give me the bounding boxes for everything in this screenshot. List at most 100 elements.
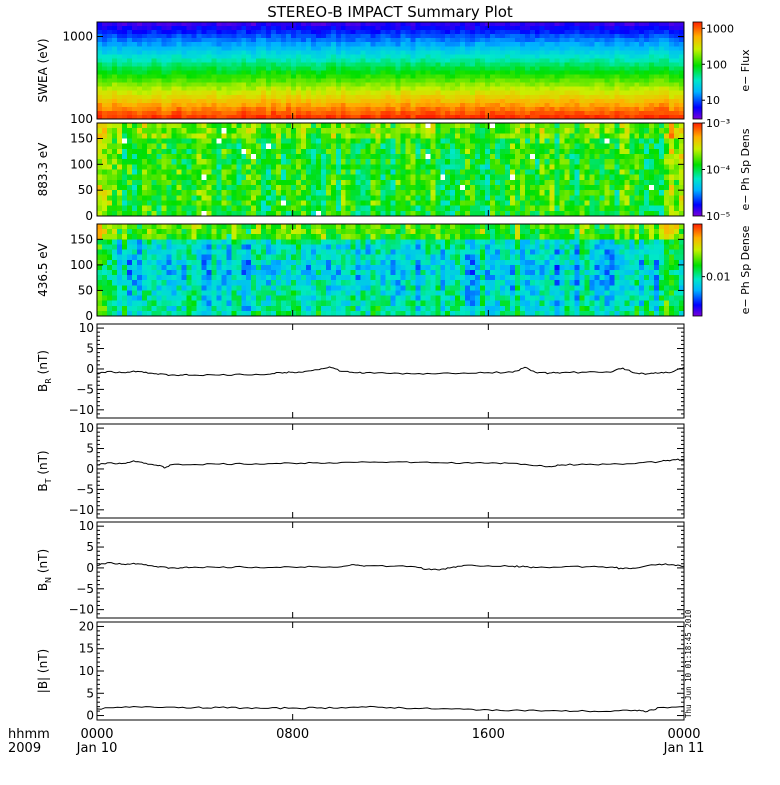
swea-cell [147,42,153,47]
swea-cell [415,71,421,76]
pad883-cell [624,159,630,165]
swea-cell [624,107,630,112]
swea-cell [580,38,586,43]
pad883-cell [415,180,421,186]
swea-colorbar-label: e− Flux [739,49,752,92]
pad883-cell [231,154,237,160]
pad883-cell [629,154,635,160]
pad883-cell [246,139,252,145]
pad883-cell [371,133,377,139]
pad883-cell [674,180,680,186]
swea-cell [674,83,680,88]
pad883-cell [296,144,302,150]
swea-cell [321,99,327,104]
pad883-cell [246,190,252,196]
swea-cell [182,66,188,71]
pad883-cell [410,144,416,150]
swea-cell [575,26,581,31]
pad883-cell [336,164,342,170]
pad883-cell [589,206,595,212]
swea-cell [256,103,262,108]
swea-cell [425,66,431,71]
swea-cell [550,79,556,84]
swea-cell [659,54,665,59]
pad883-cell [465,133,471,139]
swea-cell [535,54,541,59]
pad883-cell [480,206,486,212]
pad883-cell [231,159,237,165]
pad883-cell [585,149,591,155]
swea-cell [500,38,506,43]
pad883-cell [301,159,307,165]
swea-cell [157,30,163,35]
pad883-cell [177,133,183,139]
swea-cell [192,87,198,92]
pad883-cell [107,159,113,165]
pad883-cell [216,123,222,129]
pad883-cell [386,128,392,134]
pad883-cell [614,149,620,155]
pad883-cell [530,201,536,207]
swea-cell [505,22,511,27]
pad883-cell [286,201,292,207]
swea-cell [266,22,272,27]
swea-cell [594,38,600,43]
swea-cell [361,107,367,112]
swea-cell [321,58,327,63]
swea-cell [490,75,496,80]
pad883-cell [410,133,416,139]
swea-cell [575,103,581,108]
pad883-cell [639,139,645,145]
swea-cell [420,58,426,63]
swea-cell [192,34,198,39]
swea-cell [649,42,655,47]
swea-cell [520,62,526,67]
swea-cell [361,83,367,88]
pad883-cell [266,185,272,191]
pad883-cell [435,206,441,212]
pad883-cell [619,195,625,201]
swea-cell [147,26,153,31]
pad883-cell [599,159,605,165]
swea-cell [415,62,421,67]
swea-cell [490,34,496,39]
pad883-cell [162,195,168,201]
swea-cell [654,95,660,100]
swea-cell [226,83,232,88]
pad883-cell [187,139,193,145]
swea-cell [460,71,466,76]
pad883-cell [505,154,511,160]
swea-cell [236,38,242,43]
pad883-cell [266,180,272,186]
pad883-cell [381,133,387,139]
swea-cell [455,22,461,27]
pad883-cell [391,159,397,165]
swea-cell [440,38,446,43]
pad883-cell [361,190,367,196]
swea-cell [410,71,416,76]
pad883-cell [585,164,591,170]
pad883-cell [132,185,138,191]
swea-cell [276,62,282,67]
pad883-cell [152,190,158,196]
pad883-cell [351,128,357,134]
swea-cell [122,34,128,39]
pad883-cell [460,185,466,191]
pad883-cell [361,128,367,134]
pad883-cell [276,164,282,170]
swea-cell [147,46,153,51]
swea-cell [594,46,600,51]
swea-cell [520,22,526,27]
pad883-cell [236,164,242,170]
pad883-cell [550,133,556,139]
swea-cell [152,111,158,116]
swea-cell [102,46,108,51]
swea-cell [654,79,660,84]
swea-cell [535,42,541,47]
swea-cell [206,38,212,43]
swea-cell [157,107,163,112]
swea-cell [321,42,327,47]
swea-cell [386,99,392,104]
pad883-cell [346,206,352,212]
swea-cell [560,54,566,59]
